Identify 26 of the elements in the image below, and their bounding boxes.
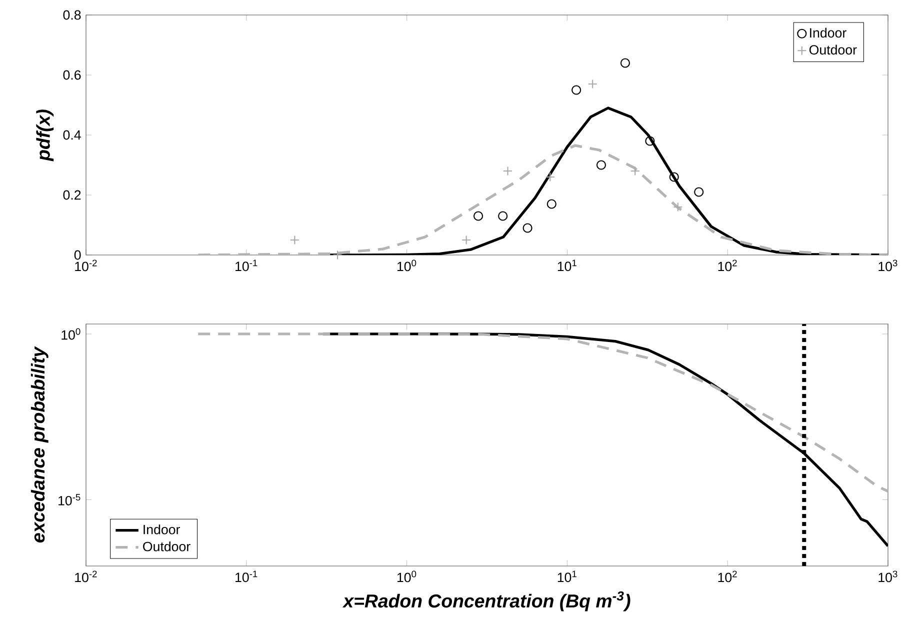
y-tick-label: 0.4: [63, 130, 81, 140]
x-tick-label: 10$^{1}$: [558, 570, 576, 582]
legend-label: Outdoor: [143, 541, 190, 552]
x-tick-label: 10$^{3}$: [878, 260, 898, 272]
legend-label: Indoor: [144, 524, 180, 534]
y-tick-label: 0.6: [63, 70, 81, 80]
x-tick-label: 10$^{2}$: [718, 260, 737, 272]
x-tick-label: 10$^{1}$: [558, 260, 576, 272]
x-tick-label: 10$^{2}$: [718, 570, 737, 582]
y-tick-label: 0: [74, 250, 81, 260]
x-tick-label: 10$^{-1}$: [236, 260, 258, 272]
x-tick-label: 10$^{0}$: [397, 570, 416, 582]
x-tick-label: 10$^{-2}$: [75, 570, 97, 582]
y-axis-title: pdf(x): [36, 110, 54, 162]
legend-label: Outdoor: [809, 44, 857, 55]
x-tick-label: 10$^{-1}$: [236, 570, 258, 582]
y-tick-label: 0.2: [63, 190, 81, 200]
y-tick-label: 10$^{0}$: [62, 328, 80, 340]
y-tick-label: 0.8: [63, 10, 81, 20]
legend-label: Indoor: [810, 28, 846, 38]
y-axis-title: excedance probability: [30, 346, 48, 542]
y-tick-label: 10$^{-5}$: [58, 494, 80, 506]
x-tick-label: 10$^{3}$: [878, 570, 898, 582]
x-tick-label: 10$^{0}$: [397, 260, 416, 272]
x-axis-title: x=Radon Concentration (Bq m$^{-3}$): [342, 591, 630, 612]
x-tick-label: 10$^{-2}$: [75, 260, 97, 272]
